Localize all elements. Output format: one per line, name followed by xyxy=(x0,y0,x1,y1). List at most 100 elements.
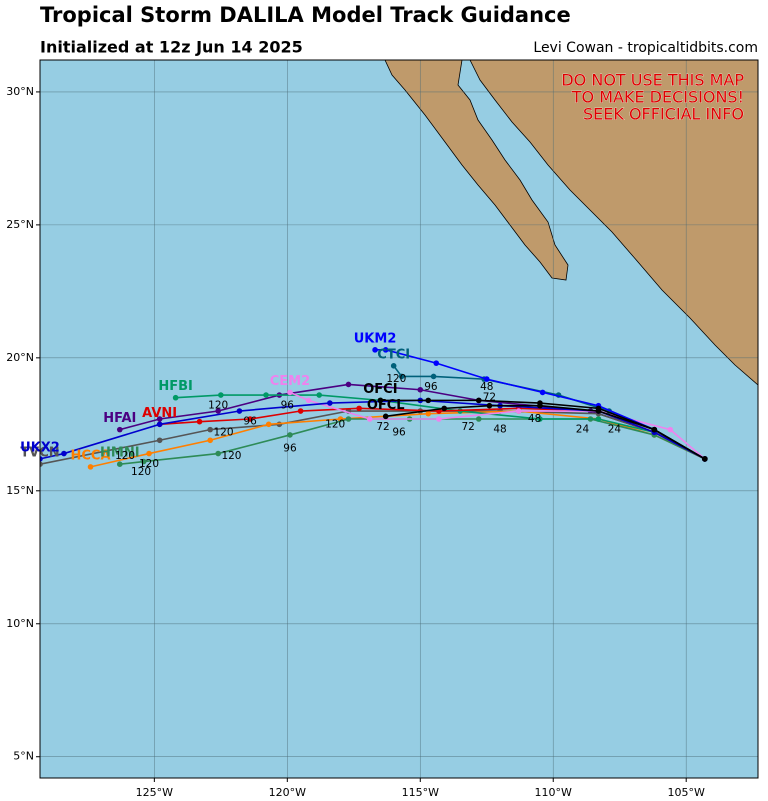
track-point xyxy=(390,363,397,369)
track-name: HMNI xyxy=(100,446,140,461)
track-point xyxy=(398,373,405,380)
title: Tropical Storm DALILA Model Track Guidan… xyxy=(40,3,571,27)
y-tick-label: 5°N xyxy=(13,750,34,763)
track-point xyxy=(305,397,312,404)
track-point xyxy=(486,402,493,409)
forecast-hour: 120 xyxy=(386,373,406,385)
forecast-hour: 96 xyxy=(281,400,295,412)
track-point xyxy=(433,360,440,366)
track-point xyxy=(316,392,323,398)
track-name: HFAI xyxy=(103,411,136,426)
track-point xyxy=(356,405,362,412)
track-name: HCCA xyxy=(71,448,111,463)
track-point xyxy=(595,408,602,414)
track-line xyxy=(40,410,706,465)
forecast-hour: 48 xyxy=(493,424,506,436)
track-name: CEM2 xyxy=(270,374,310,389)
track-point xyxy=(537,416,543,422)
forecast-hour: 96 xyxy=(392,426,406,438)
x-tick-label: 115°W xyxy=(402,786,439,799)
forecast-hour: 48 xyxy=(528,413,541,425)
track-point xyxy=(417,386,424,393)
track-point xyxy=(215,450,221,457)
warning-text: DO NOT USE THIS MAP xyxy=(561,71,744,90)
forecast-hour: 120 xyxy=(131,466,151,478)
forecast-hour: 24 xyxy=(576,424,590,436)
subtitle: Initialized at 12z Jun 14 2025 xyxy=(40,38,303,57)
track-name: UKM2 xyxy=(354,331,397,346)
forecast-hour: 120 xyxy=(213,426,233,438)
x-tick-label: 110°W xyxy=(535,786,572,799)
track-name: OFCL xyxy=(367,398,405,413)
track-point xyxy=(207,426,213,433)
x-tick-label: 125°W xyxy=(136,786,173,799)
track-point xyxy=(382,347,389,353)
track-point xyxy=(702,456,708,462)
track-point xyxy=(40,461,43,468)
x-tick-label: 105°W xyxy=(668,786,705,799)
track-point xyxy=(196,418,203,425)
track-point xyxy=(247,416,253,422)
track-point xyxy=(366,416,373,422)
forecast-hour: 96 xyxy=(283,442,297,454)
track-point xyxy=(172,394,179,401)
x-tick-label: 120°W xyxy=(269,786,306,799)
track-point xyxy=(475,397,482,404)
track-point xyxy=(345,416,352,422)
track-point xyxy=(441,405,448,412)
track-point xyxy=(287,389,293,396)
forecast-hour: 120 xyxy=(221,450,241,462)
track-point xyxy=(595,416,602,422)
track-point xyxy=(87,464,94,470)
forecast-hour: 72 xyxy=(483,392,496,404)
forecast-hour: 72 xyxy=(376,421,389,433)
forecast-hour: 48 xyxy=(480,381,493,393)
track-point xyxy=(116,461,123,468)
forecast-hour: 120 xyxy=(208,400,228,412)
forecast-hour: 24 xyxy=(608,424,622,436)
track-point xyxy=(236,408,243,414)
track-point xyxy=(215,408,221,414)
y-tick-label: 10°N xyxy=(6,617,34,630)
track-point xyxy=(651,426,658,433)
track-line xyxy=(40,399,706,460)
track-point xyxy=(377,397,384,404)
track-point xyxy=(667,426,674,433)
warning-text: SEEK OFFICIAL INFO xyxy=(583,105,744,124)
track-point xyxy=(156,421,163,428)
track-point xyxy=(539,389,546,396)
track-point xyxy=(430,373,437,380)
forecast-hour: 120 xyxy=(325,418,345,430)
track-point xyxy=(61,450,67,457)
track-point xyxy=(382,413,389,420)
track-point xyxy=(327,400,333,406)
track-point xyxy=(372,347,378,353)
credit: Levi Cowan - tropicaltidbits.com xyxy=(533,40,758,56)
track-point xyxy=(287,432,293,438)
y-tick-label: 30°N xyxy=(6,85,34,98)
track-point xyxy=(265,421,272,428)
track-point xyxy=(537,402,543,409)
track-point xyxy=(140,458,147,465)
track-point xyxy=(218,392,224,398)
track-point xyxy=(146,450,152,457)
track-point xyxy=(116,426,123,433)
track-name: HFBI xyxy=(158,379,193,394)
track-point xyxy=(425,397,432,404)
track-name: CTCI xyxy=(377,347,410,362)
track-point xyxy=(207,437,213,444)
warning-text: TO MAKE DECISIONS! xyxy=(571,88,744,107)
forecast-hour: 96 xyxy=(243,416,257,428)
track-name: OFCI xyxy=(363,382,397,397)
forecast-hour: 96 xyxy=(424,381,438,393)
track-line xyxy=(175,394,706,460)
track-point xyxy=(475,416,482,422)
frame xyxy=(39,59,759,779)
forecast-hour: 120 xyxy=(139,458,159,470)
y-tick-label: 15°N xyxy=(6,484,34,497)
track-point xyxy=(425,410,432,417)
track-point xyxy=(345,381,352,388)
track-point xyxy=(483,376,490,382)
y-tick-label: 20°N xyxy=(6,351,34,364)
